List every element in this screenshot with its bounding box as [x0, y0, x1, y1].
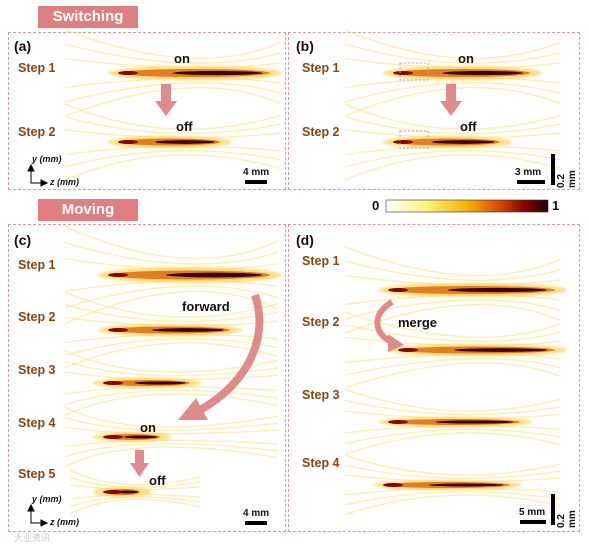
panel-b-scale-h-label: 3 mm: [515, 167, 542, 178]
panel-c-step-3: Step 3: [18, 363, 56, 377]
panel-a-scale-label: 4 mm: [243, 167, 270, 178]
scale-bar-d-v: [551, 494, 555, 525]
panel-c-label: (c): [14, 232, 32, 248]
panel-a-step-1: Step 1: [18, 61, 56, 75]
panel-d-frame: [288, 224, 580, 532]
panel-b-label: (b): [296, 38, 314, 54]
panel-c-off-label: off: [149, 473, 166, 488]
panel-d-step-1: Step 1: [302, 254, 340, 268]
colorbar: [385, 199, 549, 213]
down-arrow-c: [130, 450, 149, 477]
forward-arrow: [178, 293, 264, 420]
panel-b-scale-v-label: 0.2 mm: [556, 170, 578, 188]
beam-a-step-2: [64, 103, 281, 181]
focus-box-step1: [399, 62, 429, 81]
beam-b-step-2: [344, 103, 561, 181]
panel-c-step-5: Step 5: [18, 467, 56, 481]
panel-c-forward-label: forward: [182, 299, 230, 314]
panel-c-step-4: Step 4: [18, 416, 56, 430]
panel-d-label: (d): [296, 232, 314, 248]
panel-d-step-4: Step 4: [302, 456, 340, 470]
panel-c-z-axis-label: z (mm): [50, 517, 79, 527]
panel-c-step-1: Step 1: [18, 258, 56, 272]
watermark: 大业资讯: [14, 533, 51, 543]
panel-b-off-label: off: [460, 119, 477, 134]
colorbar-min-label: 0: [372, 198, 380, 213]
panel-c-frame: [8, 224, 286, 532]
panel-a-step-2: Step 2: [18, 125, 56, 139]
axis-indicator-c: [27, 503, 49, 527]
panel-d-step-2: Step 2: [302, 315, 340, 329]
panel-b-step-2: Step 2: [302, 125, 340, 139]
panel-a-off-label: off: [176, 119, 193, 134]
focus-box-step2: [399, 130, 429, 149]
panel-d-scale-v-label: 0.2 mm: [556, 510, 578, 528]
panel-b-step-1: Step 1: [302, 61, 340, 75]
scale-bar-a: [245, 180, 267, 184]
merge-arrow: [374, 299, 404, 352]
panel-c-on-label: on: [140, 420, 156, 435]
beam-d-step-3: [344, 388, 561, 456]
panel-a-on-label: on: [174, 51, 190, 66]
panel-c-step-2: Step 2: [18, 310, 56, 324]
axis-indicator-a: [27, 163, 49, 187]
down-arrow-b: [440, 84, 462, 116]
beam-c-step-1: [64, 225, 282, 325]
scale-bar-b-v: [551, 154, 555, 185]
switching-banner: Switching: [38, 6, 138, 28]
panel-d-step-3: Step 3: [302, 388, 340, 402]
beam-c-step-5: [69, 469, 201, 515]
panel-a-z-axis-label: z (mm): [50, 177, 79, 187]
colorbar-max-label: 1: [552, 198, 560, 213]
panel-d-scale-h-label: 5 mm: [519, 507, 546, 518]
panel-c-scale-label: 4 mm: [243, 508, 270, 519]
beam-a-step-1: [64, 29, 282, 117]
scale-bar-c: [245, 521, 267, 525]
beam-d-step-1: [344, 246, 567, 334]
panel-a-y-axis-label: y (mm): [32, 154, 62, 164]
beam-d-step-4: [344, 454, 561, 516]
panel-b-frame: [288, 32, 580, 190]
scale-bar-d-h: [520, 520, 546, 524]
beam-b-step-1: [344, 29, 561, 117]
panel-a-label: (a): [14, 38, 32, 54]
beam-c-step-4: [64, 406, 279, 468]
panel-d-merge-label: merge: [398, 315, 438, 330]
panel-a-frame: [8, 32, 286, 190]
panel-c-y-axis-label: y (mm): [32, 494, 62, 504]
panel-b-on-label: on: [458, 51, 474, 66]
beam-c-step-2: [64, 291, 279, 369]
scale-bar-b-h: [517, 180, 545, 184]
down-arrow-a: [155, 84, 177, 116]
moving-banner: Moving: [38, 199, 138, 221]
